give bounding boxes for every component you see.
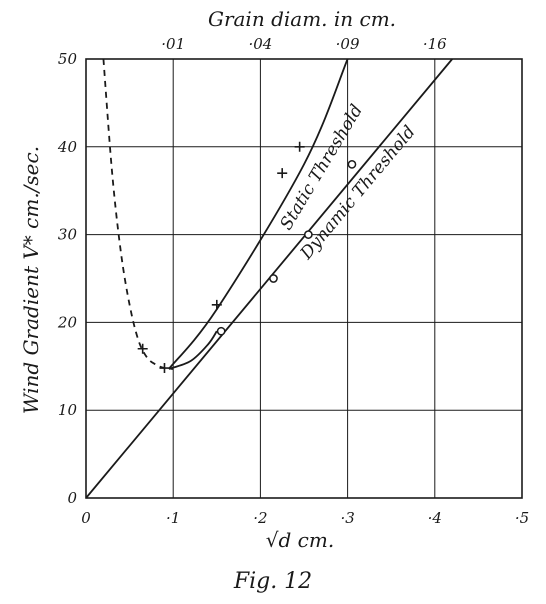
plus-marker (294, 141, 305, 152)
series-line-2 (102, 58, 174, 370)
top-axis-title: Grain diam. in cm. (208, 7, 396, 31)
x-axis-title: √d cm. (266, 528, 334, 552)
figure-caption: Fig. 12 (233, 569, 312, 594)
plus-marker (159, 363, 170, 374)
x-tick-label: 0 (81, 509, 91, 527)
top-tick-label: ·09 (336, 35, 360, 53)
grid (86, 59, 522, 498)
series-line-dynamic-threshold (85, 58, 453, 499)
top-tick-label: ·16 (423, 35, 447, 53)
y-tick-label: 30 (58, 226, 78, 244)
circle-marker (347, 160, 357, 169)
x-tick-label: ·3 (340, 509, 354, 527)
y-tick-label: 0 (67, 489, 77, 507)
y-tick-label: 40 (57, 138, 78, 156)
y-tick-label: 50 (58, 50, 78, 68)
y-tick-label: 10 (58, 401, 78, 419)
circle-marker (304, 230, 313, 239)
series-line-3 (168, 330, 218, 370)
plot-frame (85, 58, 523, 499)
top-tick-label: ·01 (161, 35, 185, 53)
x-tick-label: ·1 (166, 509, 180, 527)
series (85, 58, 453, 499)
y-axis-title: Wind Gradient V* cm./sec. (19, 146, 43, 414)
x-tick-label: ·4 (428, 509, 442, 527)
circle-marker (269, 274, 278, 283)
y-tick-label: 20 (57, 313, 78, 331)
x-tick-label: ·2 (253, 509, 267, 527)
plus-marker (137, 343, 148, 354)
x-tick-label: ·5 (515, 509, 529, 527)
top-tick-label: ·04 (248, 35, 272, 53)
plus-marker (211, 299, 222, 310)
series-line-static-threshold (168, 58, 349, 370)
circle-marker (216, 326, 226, 336)
axis-ticks: 0 ·1 ·2 ·3 ·4 ·5 0 10 20 30 40 50 ·01 ·04 ·09 ·16 (57, 35, 529, 527)
plus-marker (277, 168, 288, 179)
data-points (137, 141, 357, 374)
